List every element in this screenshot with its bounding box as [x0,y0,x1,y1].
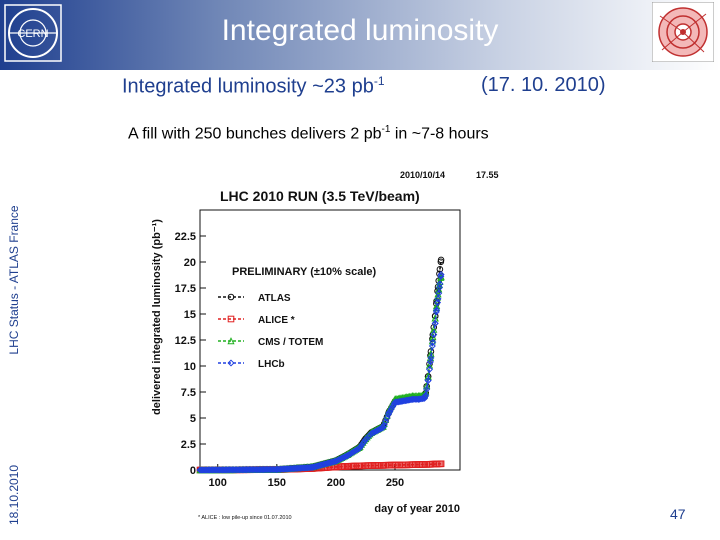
legend-label: ALICE * [258,315,295,326]
density-marker-alice [437,460,445,468]
chart-ylabel: delivered integrated luminosity (pb⁻¹) [151,219,163,415]
data-point-atlas [436,265,444,273]
density-marker-lhcb [421,392,429,400]
data-point-lhcb [435,289,443,297]
density-marker-lhcb [356,443,364,452]
x-tick-label: 250 [386,477,404,489]
side-label: LHC Status - ATLAS France [7,205,21,355]
density-marker-lhcb [437,272,445,280]
fill-note: A fill with 250 bunches delivers 2 pb-1 … [128,124,489,143]
chart-xlabel: day of year 2010 [374,503,460,515]
density-marker-cms-totem [427,349,435,357]
density-marker-lhcb [389,403,397,411]
x-tick-label: 150 [268,477,286,489]
cern-logo-text: CERN [17,28,48,40]
subtitle-date: (17. 10. 2010) [481,74,606,96]
y-tick-label: 5 [190,413,196,425]
legend-label: ATLAS [258,293,291,304]
subtitle-text: Integrated luminosity ~23 pb [122,75,374,98]
density-marker-lhcb [333,456,341,464]
legend-marker [227,315,235,323]
fill-note-tail: in ~7-8 hours [390,125,489,143]
side-date: 18.10.2010 [7,464,21,526]
density-marker-lhcb [339,454,347,462]
density-marker-lhcb [428,342,436,350]
slide-header [0,0,720,70]
density-marker-lhcb [426,365,434,373]
density-marker-lhcb [359,439,367,448]
density-marker-lhcb [434,295,442,303]
legend-marker [227,359,235,367]
fill-note-superscript: -1 [381,124,391,135]
data-point-lhcb [436,280,444,288]
y-tick-label: 20 [184,257,196,269]
density-marker-lhcb [357,441,365,450]
y-tick-label: 15 [184,309,196,321]
data-point-lhcb [429,338,437,346]
chart-title: LHC 2010 RUN (3.5 TeV/beam) [220,188,420,204]
legend: ATLAS ALICE * CMS / TOTEM LHCb [218,293,323,370]
density-marker-lhcb [338,454,346,462]
data-point-lhcb [426,358,434,366]
series-lhcb [196,270,445,474]
legend-marker [227,337,235,345]
density-marker-lhcb [435,284,443,292]
x-tick-label: 200 [327,477,345,489]
data-point-lhcb [434,299,442,307]
plot-frame [199,209,461,471]
y-tick-label: 10 [184,361,196,373]
collision-event-icon [652,2,714,62]
density-marker-lhcb [335,456,343,464]
chart-footnote: * ALICE : low pile-up since 01.07.2010 [198,515,292,521]
page-number: 47 [670,506,686,522]
chart-time: 17.55 [476,170,499,180]
data-point-lhcb [437,270,445,278]
density-marker-lhcb [431,319,439,327]
density-marker-atlas [437,258,445,266]
density-marker-lhcb [423,385,431,393]
density-marker-lhcb [433,306,441,314]
y-tick-label: 0 [190,465,196,477]
density-marker-lhcb [420,394,428,402]
density-marker-lhcb [424,377,432,385]
legend-marker [227,293,235,301]
density-marker-lhcb [386,408,394,416]
y-tick-label: 22.5 [175,231,196,243]
cern-logo-icon: CERN [4,4,62,62]
density-marker-lhcb [387,405,395,413]
legend-label: CMS / TOTEM [258,337,323,348]
density-marker-lhcb [332,457,340,465]
chart-timestamp: 2010/10/14 [400,170,445,180]
chart-preliminary: PRELIMINARY (±10% scale) [232,266,377,278]
density-marker-lhcb [340,453,348,461]
y-tick-label: 12.5 [175,335,196,347]
fill-note-text: A fill with 250 bunches delivers 2 pb [128,125,382,143]
luminosity-chart: 2010/10/14 17.55 LHC 2010 RUN (3.5 TeV/b… [151,170,499,521]
y-tick-label: 17.5 [175,283,196,295]
subtitle-superscript: -1 [373,74,385,88]
y-tick-label: 7.5 [181,387,196,399]
density-marker-lhcb [390,400,398,408]
legend-label: LHCb [258,359,285,370]
density-marker-lhcb [342,452,350,460]
density-marker-lhcb [336,455,344,463]
subtitle: Integrated luminosity ~23 pb-1 [122,74,385,99]
y-tick-label: 2.5 [181,439,196,451]
density-marker-lhcb [417,395,425,403]
density-marker-lhcb [430,331,438,339]
slide-title: Integrated luminosity [221,14,499,47]
x-tick-label: 100 [209,477,227,489]
density-marker-lhcb [427,354,435,362]
